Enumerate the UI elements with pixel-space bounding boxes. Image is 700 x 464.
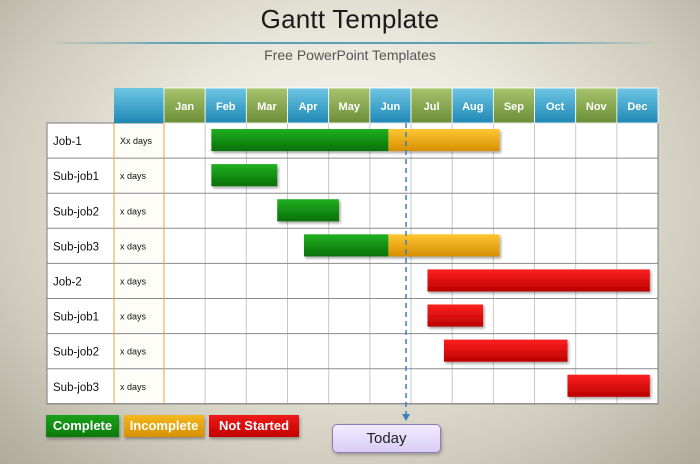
month-header-cell bbox=[287, 87, 330, 124]
row-duration-label: x days bbox=[120, 276, 147, 286]
row-duration-label: x days bbox=[120, 206, 147, 216]
month-label: Oct bbox=[546, 101, 565, 113]
title-divider bbox=[55, 42, 650, 44]
row-duration-label: x days bbox=[120, 382, 147, 392]
gantt-bar-not-started bbox=[443, 339, 568, 362]
row-name-label: Sub-job3 bbox=[53, 382, 99, 394]
header-corner-cell bbox=[114, 88, 164, 123]
gantt-bar-complete bbox=[211, 164, 278, 187]
page-subtitle: Free PowerPoint Templates bbox=[264, 47, 436, 63]
legend-incomplete: Incomplete bbox=[124, 415, 204, 437]
month-header-cell bbox=[410, 87, 453, 124]
month-label: Dec bbox=[627, 101, 647, 113]
row-name-label: Sub-job3 bbox=[53, 241, 99, 253]
row-name-label: Sub-job1 bbox=[53, 312, 99, 324]
row-duration-label: x days bbox=[120, 171, 147, 181]
month-label: Jan bbox=[175, 101, 194, 113]
row-duration-label: x days bbox=[120, 241, 147, 251]
row-name-label: Sub-job2 bbox=[53, 347, 99, 359]
today-marker-arrow bbox=[402, 414, 411, 421]
row-duration-label: x days bbox=[120, 347, 147, 357]
month-header-cell bbox=[369, 87, 412, 124]
month-label: Nov bbox=[586, 101, 608, 113]
row-duration-label: Xx days bbox=[120, 136, 153, 146]
month-label: Jul bbox=[424, 101, 440, 113]
month-header-cell bbox=[451, 87, 494, 124]
gantt-bar-not-started bbox=[567, 374, 650, 397]
gantt-bar-incomplete bbox=[388, 234, 500, 257]
gantt-bar-not-started bbox=[427, 269, 650, 292]
month-label: Mar bbox=[257, 101, 277, 113]
row-name-label: Sub-job2 bbox=[53, 206, 99, 218]
month-label: Sep bbox=[504, 101, 524, 113]
gantt-bar-complete bbox=[303, 234, 389, 257]
month-label: Jun bbox=[381, 101, 401, 113]
gantt-bar-complete bbox=[277, 199, 339, 222]
gantt-bar-not-started bbox=[427, 304, 484, 327]
gantt-bar-incomplete bbox=[388, 129, 500, 152]
month-header-cell bbox=[492, 87, 535, 124]
row-name-label: Sub-job1 bbox=[53, 171, 99, 183]
row-name-label: Job-1 bbox=[53, 136, 82, 148]
page-title: Gantt Template bbox=[260, 4, 440, 34]
legend-not-started: Not Started bbox=[209, 415, 299, 437]
month-header-cell bbox=[616, 87, 659, 124]
month-header-cell bbox=[534, 87, 577, 124]
month-label: Feb bbox=[216, 101, 236, 113]
legend-complete: Complete bbox=[46, 415, 119, 437]
month-label: Aug bbox=[462, 101, 483, 113]
today-label: Today bbox=[332, 424, 441, 453]
month-label: May bbox=[339, 101, 361, 113]
row-duration-label: x days bbox=[120, 312, 147, 322]
row-name-label: Job-2 bbox=[53, 276, 82, 288]
month-header-cell bbox=[204, 87, 247, 124]
gantt-bar-complete bbox=[211, 129, 389, 152]
month-label: Apr bbox=[299, 101, 319, 113]
